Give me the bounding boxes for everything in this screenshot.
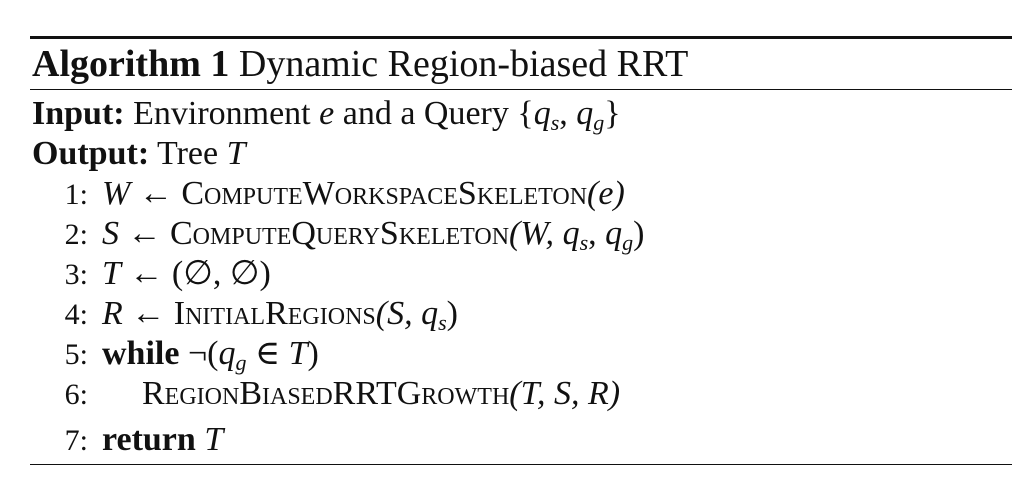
function-name: InitialRegions — [173, 295, 376, 332]
var-q-goal: q — [218, 335, 236, 372]
negation-close: ) — [307, 335, 319, 372]
input-text: Environment — [133, 95, 311, 132]
algorithm-body: Input: Environment e and a Query {qs, qg… — [30, 90, 1012, 460]
function-name: ComputeQuerySkeleton — [170, 215, 510, 252]
algorithm-line-5: 5: while ¬(qg ∈ T) — [30, 334, 1012, 375]
algorithm-line-6: 6: RegionBiasedRRTGrowth(T, S, R) — [30, 374, 1012, 414]
args-close: ) — [446, 295, 458, 332]
var-T: T — [288, 335, 308, 372]
var-S: S — [102, 215, 119, 252]
algorithm-line-1: 1: W ← ComputeWorkspaceSkeleton(e) — [30, 174, 1012, 214]
input-line: Input: Environment e and a Query {qs, qg… — [30, 94, 1012, 135]
function-name: ComputeWorkspaceSkeleton — [181, 175, 588, 212]
function-name: RegionBiasedRRTGrowth — [142, 375, 510, 412]
line-statement: RegionBiasedRRTGrowth(T, S, R) — [88, 374, 620, 414]
return-keyword: return — [102, 421, 196, 458]
line-number: 2: — [64, 218, 88, 251]
var-R: R — [102, 295, 123, 332]
input-var-e: e — [319, 95, 335, 132]
input-rbrace: } — [604, 95, 621, 132]
input-sub-g: g — [593, 110, 605, 135]
line-number: 6: — [64, 378, 88, 411]
header-rule — [30, 89, 1012, 90]
line-statement: S ← ComputeQuerySkeleton(W, qs, qg) — [88, 214, 644, 263]
function-args: (e) — [587, 175, 625, 212]
output-keyword: Output: — [32, 135, 150, 172]
output-text: Tree — [157, 135, 219, 172]
algorithm-name: Dynamic Region-biased RRT — [238, 43, 689, 85]
assign-arrow: ← — [122, 295, 174, 332]
negation-open: ¬( — [179, 335, 219, 372]
output-line: Output: Tree T — [30, 134, 1012, 174]
algorithm-title: Algorithm 1 Dynamic Region-biased RRT — [30, 39, 1012, 89]
sub-s: s — [579, 230, 589, 255]
var-W: W — [102, 175, 131, 212]
line-number: 4: — [64, 298, 88, 331]
line-statement: R ← InitialRegions(S, qs) — [88, 294, 458, 343]
assign-arrow: ← — [120, 255, 172, 292]
sub-s: s — [438, 310, 447, 335]
algorithm-line-7: 7: return T — [30, 420, 1012, 460]
output-var-T: T — [226, 135, 246, 172]
sub-g: g — [622, 230, 634, 255]
args-open: (S, — [375, 295, 422, 332]
algorithm-line-4: 4: R ← InitialRegions(S, qs) — [30, 294, 1012, 335]
bottom-rule — [30, 464, 1012, 465]
algorithm-line-2: 2: S ← ComputeQuerySkeleton(W, qs, qg) — [30, 214, 1012, 255]
input-sub-s: s — [550, 110, 560, 135]
top-rule — [30, 36, 1012, 39]
assign-arrow: ← — [119, 215, 170, 252]
input-q-goal: q — [576, 95, 594, 132]
line-statement: T ← (∅, ∅) — [88, 254, 271, 294]
line-statement: return T — [88, 420, 223, 460]
input-comma: , — [559, 95, 577, 132]
args-close: ) — [633, 215, 645, 252]
line-number: 5: — [64, 338, 88, 371]
line-number: 7: — [64, 424, 88, 457]
input-lbrace: { — [517, 95, 534, 132]
element-of: ∈ — [246, 335, 289, 372]
args-open: (W, — [509, 215, 563, 252]
assign-arrow: ← — [130, 175, 182, 212]
line-statement: while ¬(qg ∈ T) — [88, 334, 319, 383]
var-q-goal: q — [605, 215, 623, 252]
empty-set-pair: (∅, ∅) — [171, 255, 271, 292]
var-q-start: q — [421, 295, 439, 332]
var-q-start: q — [562, 215, 580, 252]
line-number: 3: — [64, 258, 88, 291]
line-number: 1: — [64, 178, 88, 211]
args-comma: , — [588, 215, 606, 252]
var-T: T — [204, 421, 224, 458]
var-T: T — [102, 255, 121, 292]
algorithm-label: Algorithm 1 — [32, 43, 230, 85]
algorithm-box: Algorithm 1 Dynamic Region-biased RRT In… — [30, 36, 1012, 465]
input-and-text: and a Query — [342, 95, 509, 132]
sub-g: g — [235, 350, 247, 375]
line-statement: W ← ComputeWorkspaceSkeleton(e) — [88, 174, 625, 214]
input-keyword: Input: — [32, 95, 125, 132]
algorithm-line-3: 3: T ← (∅, ∅) — [30, 254, 1012, 294]
while-keyword: while — [102, 335, 180, 372]
function-args: (T, S, R) — [509, 375, 621, 412]
input-q-start: q — [533, 95, 551, 132]
